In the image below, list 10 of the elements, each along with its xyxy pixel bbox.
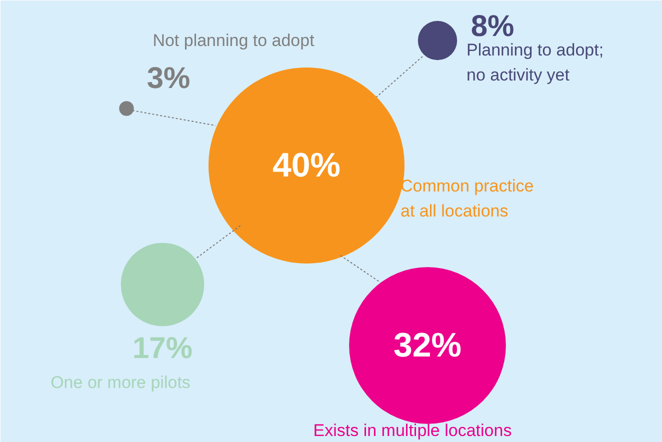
category-label: Not planning to adopt xyxy=(152,31,315,50)
data-label: 32% xyxy=(393,326,462,364)
category-label: Common practice at all locations xyxy=(400,176,534,220)
category-label: Planning to adopt; no activity yet xyxy=(466,40,604,84)
category-label: One or more pilots xyxy=(50,373,190,392)
category-label: Exists in multiple locations xyxy=(313,421,512,440)
data-label: 3% xyxy=(146,62,190,95)
data-label: 40% xyxy=(272,146,341,184)
data-label: 8% xyxy=(470,10,514,43)
data-label: 17% xyxy=(132,332,193,365)
